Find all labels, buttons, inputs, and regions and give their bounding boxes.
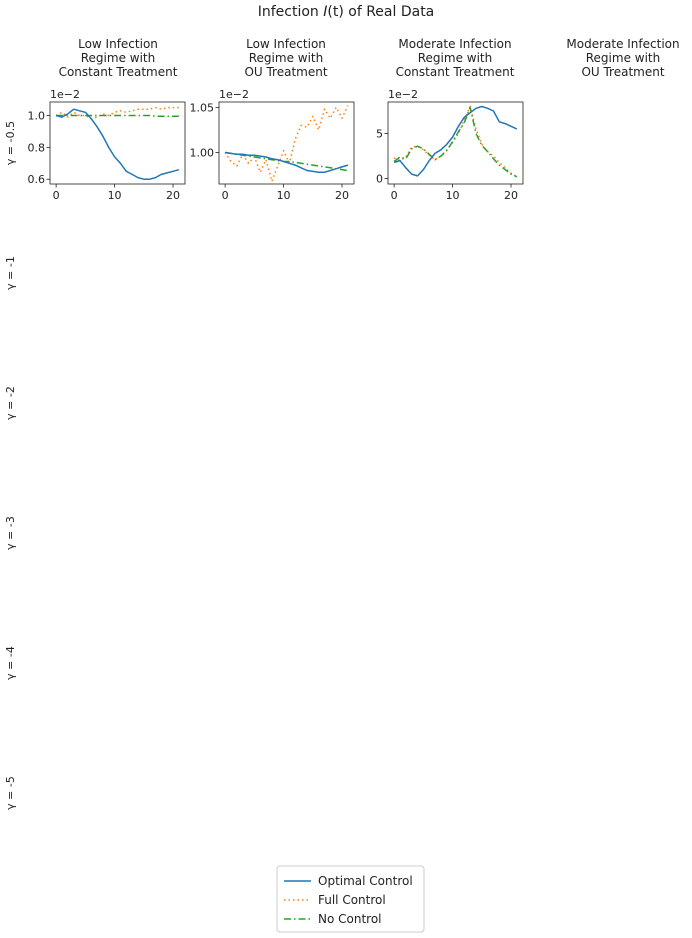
- column-title-4-line-2: Regime with: [586, 51, 660, 65]
- row-label-2: γ = -1: [4, 256, 17, 290]
- x-tick-label: 10: [277, 189, 291, 202]
- column-title-1-line-2: Regime with: [81, 51, 155, 65]
- legend-label-optimal: Optimal Control: [318, 874, 413, 888]
- row-label-3: γ = -2: [4, 386, 17, 420]
- row-label-5: γ = -4: [4, 646, 17, 680]
- column-title-4-line-3: OU Treatment: [581, 65, 664, 79]
- column-title-3-line-1: Moderate Infection: [398, 37, 511, 51]
- y-axis-scale-exponent: 1e−2: [388, 88, 418, 101]
- panel-r1-c1: 0 10 20 0.6 0.8 1.0 1e−2: [28, 88, 186, 202]
- row-label-4: γ = -3: [4, 516, 17, 550]
- series-full-line: [224, 105, 349, 183]
- legend-label-full: Full Control: [318, 893, 386, 907]
- x-tick-label: 10: [446, 189, 460, 202]
- figure-title: Infection I(t) of Real Data: [258, 4, 435, 20]
- legend-label-none: No Control: [318, 912, 382, 926]
- series-optimal-line: [224, 151, 349, 174]
- row-label-1: γ = -0.5: [4, 121, 17, 165]
- y-axis-scale-exponent: 1e−2: [50, 88, 80, 101]
- y-tick-label: 0.6: [28, 173, 46, 186]
- column-title-3-line-2: Regime with: [418, 51, 492, 65]
- x-tick-label: 0: [222, 189, 229, 202]
- x-tick-label: 0: [53, 189, 60, 202]
- column-title-4-line-1: Moderate Infection: [566, 37, 679, 51]
- legend-frame: [276, 865, 425, 933]
- row-labels: γ = -0.5 γ = -1 γ = -2 γ = -3 γ = -4 γ = -5: [4, 121, 17, 810]
- series-none-line: [56, 114, 179, 118]
- panel-r1-c2: 0 10 20 1.00 1.05 1e−2: [190, 88, 355, 202]
- series-optimal-line: [55, 108, 180, 180]
- row-label-6: γ = -5: [4, 776, 17, 810]
- x-tick-label: 20: [166, 189, 180, 202]
- axes-frame: [387, 101, 524, 185]
- column-title-2-line-2: Regime with: [249, 51, 323, 65]
- column-title-1-line-1: Low Infection: [78, 37, 158, 51]
- legend: Optimal Control Full Control No Control: [276, 865, 425, 933]
- y-tick-label: 1.00: [190, 146, 215, 159]
- x-tick-label: 20: [504, 189, 518, 202]
- x-tick-label: 0: [391, 189, 398, 202]
- panel-r1-c3: 0 10 20 0 5 1e−2: [376, 88, 524, 202]
- y-tick-label: 0: [376, 173, 383, 186]
- y-tick-label: 5: [376, 128, 383, 141]
- y-axis-scale-exponent: 1e−2: [219, 88, 249, 101]
- panel-grid: 0 10 20 0.6 0.8 1.0 1e−2 0 10 20 1.00 1.05 1e−2 0 10 20…: [28, 88, 524, 202]
- y-tick-label: 1.0: [28, 110, 46, 123]
- series-none-line: [393, 106, 518, 178]
- column-title-3-line-3: Constant Treatment: [396, 65, 515, 79]
- series-optimal-line: [393, 105, 518, 177]
- axes-frame: [49, 101, 186, 185]
- series-full-line: [393, 105, 518, 178]
- series-none-line: [224, 151, 349, 172]
- column-title-1-line-3: Constant Treatment: [59, 65, 178, 79]
- column-title-2-line-1: Low Infection: [246, 37, 326, 51]
- y-tick-label: 0.8: [28, 141, 46, 154]
- y-tick-label: 1.05: [190, 101, 215, 114]
- column-title-2-line-3: OU Treatment: [244, 65, 327, 79]
- x-tick-label: 10: [108, 189, 122, 202]
- x-tick-label: 20: [335, 189, 349, 202]
- axes-frame: [218, 101, 355, 185]
